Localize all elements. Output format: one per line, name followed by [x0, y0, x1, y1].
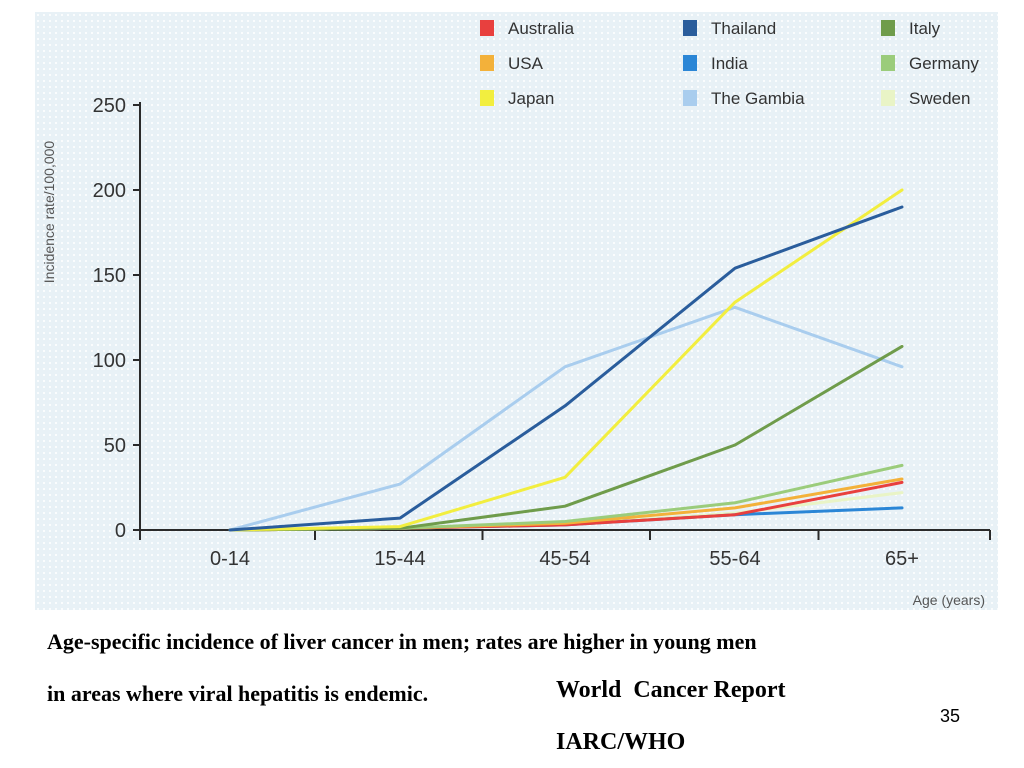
legend-item-usa: USA [480, 54, 544, 73]
legend-label: Australia [508, 19, 575, 38]
legend-item-germany: Germany [881, 54, 979, 73]
caption-line-1: Age-specific incidence of liver cancer i… [47, 629, 757, 654]
legend-swatch [480, 90, 494, 106]
x-tick-label: 15-44 [374, 548, 425, 570]
legend-item-the-gambia: The Gambia [683, 89, 805, 108]
legend-label: Sweden [909, 89, 970, 108]
legend-label: USA [508, 54, 544, 73]
y-tick-label: 150 [93, 265, 126, 287]
y-axis-title: Incidence rate/100,000 [41, 141, 57, 284]
legend-item-japan: Japan [480, 89, 554, 108]
slide-number: 35 [940, 706, 961, 726]
x-tick-label: 45-54 [539, 548, 590, 570]
y-tick-label: 100 [93, 350, 126, 372]
x-axis-title: Age (years) [913, 592, 985, 608]
source-title: World Cancer Report [556, 677, 786, 703]
legend-item-italy: Italy [881, 19, 941, 38]
x-tick-label: 55-64 [709, 548, 760, 570]
legend-item-india: India [683, 54, 748, 73]
legend-swatch [683, 55, 697, 71]
series-line-thailand [228, 205, 904, 532]
legend-label: Germany [909, 54, 979, 73]
legend-swatch [683, 20, 697, 36]
legend-swatch [881, 90, 895, 106]
series-line-japan [228, 188, 904, 532]
legend-label: Thailand [711, 19, 776, 38]
legend-swatch [881, 20, 895, 36]
y-tick-label: 200 [93, 180, 126, 202]
legend-item-thailand: Thailand [683, 19, 776, 38]
legend-swatch [480, 20, 494, 36]
y-tick-label: 0 [115, 520, 126, 542]
legend-item-australia: Australia [480, 19, 575, 38]
legend-item-sweden: Sweden [881, 89, 970, 108]
legend-swatch [683, 90, 697, 106]
x-tick-label: 0-14 [210, 548, 250, 570]
legend-swatch [881, 55, 895, 71]
source-organization: IARC/WHO [556, 729, 686, 755]
legend-swatch [480, 55, 494, 71]
legend-label: India [711, 54, 748, 73]
x-tick-label: 65+ [885, 548, 919, 570]
legend-label: Italy [909, 19, 941, 38]
caption-line-2: in areas where viral hepatitis is endemi… [47, 681, 429, 706]
series-line-the-gambia [228, 305, 904, 532]
figure-caption: Age-specific incidence of liver cancer i… [47, 616, 987, 668]
legend-label: The Gambia [711, 89, 805, 108]
y-tick-label: 50 [104, 435, 126, 457]
y-tick-label: 250 [93, 95, 126, 117]
legend-label: Japan [508, 89, 554, 108]
chart-panel: Australia USA Japan Thailand India The Gambia… [35, 12, 998, 610]
line-chart: Australia USA Japan Thailand India The Gambia… [41, 19, 991, 608]
